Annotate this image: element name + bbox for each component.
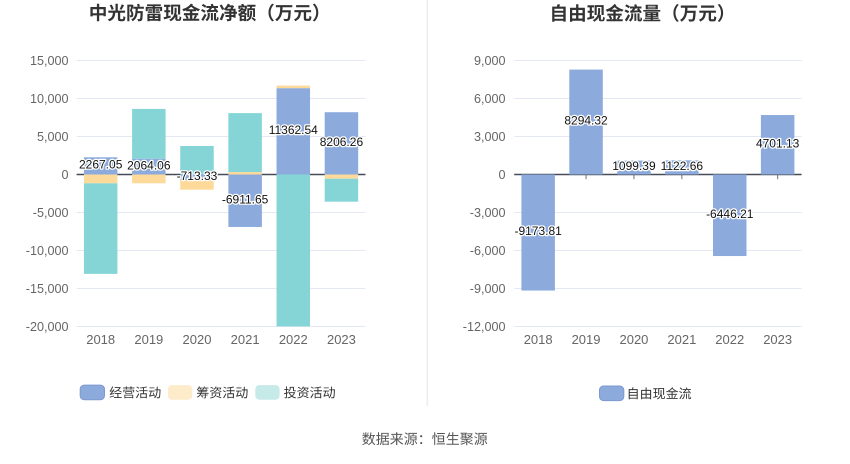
svg-text:11362.54: 11362.54	[269, 123, 318, 137]
svg-text:2020: 2020	[183, 332, 212, 347]
svg-text:-9173.81: -9173.81	[514, 224, 562, 238]
svg-text:2021: 2021	[667, 332, 696, 347]
svg-text:-5,000: -5,000	[33, 206, 69, 220]
svg-text:9,000: 9,000	[474, 54, 506, 68]
svg-text:0: 0	[61, 168, 68, 182]
svg-text:-9,000: -9,000	[470, 282, 506, 296]
svg-text:6,000: 6,000	[474, 92, 506, 106]
svg-text:2020: 2020	[619, 332, 648, 347]
svg-text:2021: 2021	[231, 332, 260, 347]
svg-text:2018: 2018	[524, 332, 553, 347]
svg-text:-6,000: -6,000	[470, 244, 506, 258]
svg-text:-713.33: -713.33	[177, 169, 218, 183]
svg-text:15,000: 15,000	[30, 54, 69, 68]
svg-text:2267.05: 2267.05	[79, 158, 123, 172]
svg-text:8294.32: 8294.32	[564, 114, 608, 128]
svg-text:0: 0	[498, 168, 505, 182]
svg-text:2022: 2022	[279, 332, 308, 347]
svg-text:-6446.21: -6446.21	[706, 207, 754, 221]
svg-text:2022: 2022	[715, 332, 744, 347]
svg-text:2018: 2018	[86, 332, 115, 347]
svg-text:10,000: 10,000	[30, 92, 69, 106]
svg-text:-20,000: -20,000	[26, 320, 69, 334]
svg-text:-15,000: -15,000	[26, 282, 69, 296]
svg-text:-12,000: -12,000	[463, 320, 506, 334]
svg-text:5,000: 5,000	[37, 130, 69, 144]
svg-text:1099.39: 1099.39	[612, 159, 656, 173]
svg-text:-3,000: -3,000	[470, 206, 506, 220]
svg-text:3,000: 3,000	[474, 130, 506, 144]
svg-text:2023: 2023	[327, 332, 356, 347]
svg-text:2064.06: 2064.06	[127, 158, 171, 172]
svg-text:-10,000: -10,000	[26, 244, 69, 258]
svg-text:2019: 2019	[572, 332, 601, 347]
svg-text:2023: 2023	[763, 332, 792, 347]
svg-text:4701.13: 4701.13	[756, 136, 800, 150]
svg-text:2019: 2019	[134, 332, 163, 347]
svg-text:8206.26: 8206.26	[320, 135, 364, 149]
svg-text:1122.66: 1122.66	[661, 159, 704, 173]
svg-text:-6911.65: -6911.65	[222, 192, 269, 206]
